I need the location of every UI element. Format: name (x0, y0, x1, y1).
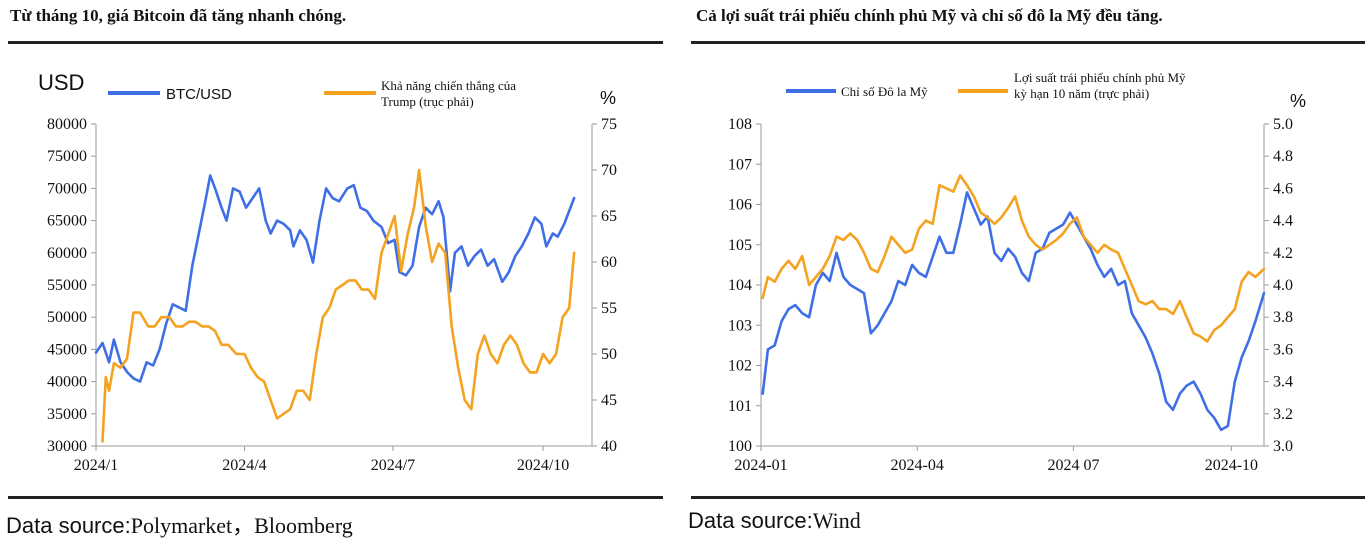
yield-legend-label: Lợi suất trái phiếu chính phủ Mỹ kỳ hạn 1… (1014, 70, 1186, 101)
btc-left-tick-label: 55000 (47, 277, 87, 294)
dxy-right-tick-label: 4.0 (1273, 277, 1293, 294)
btc-left-unit: USD (38, 70, 84, 95)
dxy-right-tick-label: 4.4 (1273, 213, 1293, 230)
btc-left-tick-label: 75000 (47, 148, 87, 165)
btc-right-tick-label: 45 (601, 392, 617, 409)
dxy-series-line-left-axis (761, 191, 1266, 432)
left-source-label: Data source: (6, 513, 131, 538)
trump-legend-label: Khả năng chiến thắng của Trump (trục phải… (381, 78, 516, 109)
left-data-source: Data source:Polymarket，Bloomberg (6, 508, 353, 540)
dxy-left-tick-label: 104 (728, 277, 752, 294)
btc-left-tick-label: 40000 (47, 374, 87, 391)
dxy-legend-label: Chỉ số Đô la Mỹ (841, 84, 928, 99)
dxy-x-tick-label: 2024-04 (891, 457, 944, 474)
btc-left-tick-label: 45000 (47, 341, 87, 358)
left-source-value: Polymarket，Bloomberg (130, 513, 353, 538)
btc-right-tick-label: 55 (601, 300, 617, 317)
left-bottom-rule (8, 496, 663, 499)
btc-x-tick-label: 2024/7 (371, 457, 415, 474)
btc-left-tick-label: 35000 (47, 406, 87, 423)
right-data-source: Data source:Wind (688, 508, 861, 534)
dxy-left-tick-label: 107 (728, 156, 752, 173)
dxy-left-tick-label: 101 (728, 398, 752, 415)
dxy-right-tick-label: 4.6 (1273, 180, 1293, 197)
left-chart-panel: Từ tháng 10, giá Bitcoin đã tăng nhanh c… (0, 0, 668, 540)
btc-right-tick-label: 50 (601, 346, 617, 363)
dxy-left-tick-label: 106 (728, 197, 752, 214)
right-chart-title: Cả lợi suất trái phiếu chính phủ Mỹ và c… (696, 6, 1163, 25)
btc-right-tick-label: 70 (601, 162, 617, 179)
dxy-left-tick-label: 102 (728, 358, 752, 375)
dxy-left-tick-label: 108 (728, 116, 752, 133)
right-source-value: Wind (812, 508, 861, 533)
dxy-right-tick-label: 3.0 (1273, 438, 1293, 455)
btc-series-line-right-axis (101, 168, 576, 443)
btc-right-tick-label: 65 (601, 208, 617, 225)
dxy-right-tick-label: 3.6 (1273, 341, 1293, 358)
btc-right-tick-label: 40 (601, 438, 617, 455)
dxy-series-line-right-axis (761, 174, 1266, 343)
btc-x-tick-label: 2024/1 (74, 457, 118, 474)
dxy-left-tick-label: 105 (728, 237, 752, 254)
right-chart-panel: Cả lợi suất trái phiếu chính phủ Mỹ và c… (686, 0, 1371, 540)
btc-trump-chart: 30000 35000 40000 45000 50000 55000 60000 65000… (38, 70, 617, 474)
btc-left-tick-label: 80000 (47, 116, 87, 133)
dxy-left-tick-label: 100 (728, 438, 752, 455)
dxy-right-tick-label: 4.8 (1273, 148, 1293, 165)
btc-left-tick-label: 60000 (47, 245, 87, 262)
dxy-right-unit: % (1290, 91, 1306, 111)
dxy-yield-chart: 100 101 102 103 104 105 106 107 108 3.0 3.2 3.4 3.6 3… (728, 70, 1306, 474)
btc-x-tick-label: 2024/4 (222, 457, 266, 474)
btc-left-tick-label: 30000 (47, 438, 87, 455)
dxy-x-tick-label: 2024-01 (734, 457, 787, 474)
right-title-rule (691, 41, 1365, 44)
dxy-left-tick-label: 103 (728, 317, 752, 334)
dxy-right-tick-label: 5.0 (1273, 116, 1293, 133)
btc-left-tick-label: 65000 (47, 213, 87, 230)
btc-left-tick-label: 50000 (47, 309, 87, 326)
dxy-right-tick-label: 4.2 (1273, 245, 1293, 262)
btc-series-line-left-axis (94, 174, 576, 383)
left-chart-title: Từ tháng 10, giá Bitcoin đã tăng nhanh c… (10, 6, 347, 25)
btc-right-unit: % (600, 88, 616, 108)
right-bottom-rule (691, 496, 1365, 499)
dxy-right-tick-label: 3.4 (1273, 374, 1293, 391)
left-title-rule (8, 41, 663, 44)
dxy-x-tick-label: 2024-10 (1205, 457, 1258, 474)
btc-x-tick-label: 2024/10 (517, 457, 569, 474)
btc-left-tick-label: 70000 (47, 180, 87, 197)
btc-legend-label: BTC/USD (166, 86, 232, 103)
dxy-right-tick-label: 3.2 (1273, 406, 1293, 423)
btc-right-tick-label: 75 (601, 116, 617, 133)
dxy-right-tick-label: 3.8 (1273, 309, 1293, 326)
right-source-label: Data source: (688, 508, 813, 533)
btc-right-tick-label: 60 (601, 254, 617, 271)
dxy-x-tick-label: 2024 07 (1047, 457, 1099, 474)
